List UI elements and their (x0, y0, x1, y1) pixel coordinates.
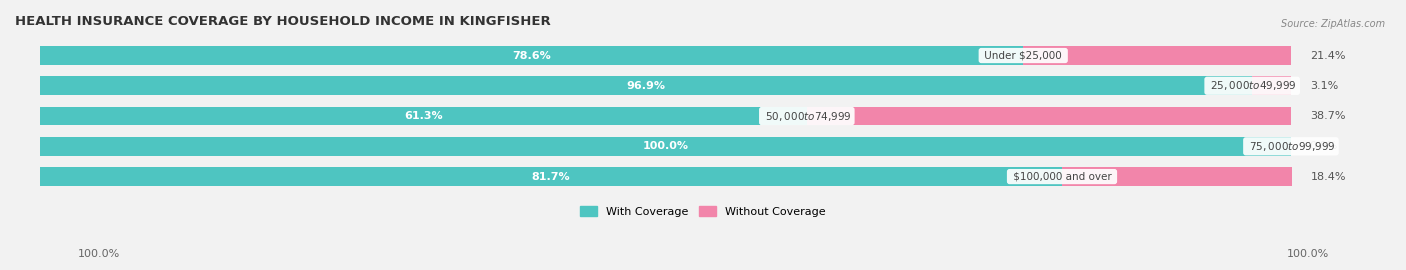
Bar (39, 137, 1291, 156)
Bar (39, 107, 1291, 126)
Text: 18.4%: 18.4% (1310, 171, 1347, 181)
Bar (39, 137, 1291, 156)
Text: 3.1%: 3.1% (1310, 81, 1339, 91)
Text: 0.0%: 0.0% (1310, 141, 1339, 151)
Text: 100.0%: 100.0% (77, 249, 120, 259)
Text: 61.3%: 61.3% (404, 111, 443, 121)
Bar (1253, 76, 1291, 95)
Bar (807, 107, 1291, 126)
Bar (39, 167, 1291, 186)
Bar (39, 107, 807, 126)
Text: $25,000 to $49,999: $25,000 to $49,999 (1206, 79, 1298, 92)
Bar (39, 46, 1024, 65)
Text: 21.4%: 21.4% (1310, 50, 1346, 60)
Text: 100.0%: 100.0% (643, 141, 689, 151)
Bar (39, 76, 1253, 95)
Bar (39, 76, 1291, 95)
Text: Source: ZipAtlas.com: Source: ZipAtlas.com (1281, 19, 1385, 29)
Text: 78.6%: 78.6% (512, 50, 551, 60)
Text: $100,000 and over: $100,000 and over (1010, 171, 1115, 181)
Bar (39, 46, 1291, 65)
Text: 100.0%: 100.0% (1286, 249, 1329, 259)
Text: $75,000 to $99,999: $75,000 to $99,999 (1246, 140, 1336, 153)
Bar (39, 167, 1062, 186)
Legend: With Coverage, Without Coverage: With Coverage, Without Coverage (576, 202, 830, 222)
Bar (1062, 167, 1292, 186)
Bar (1024, 46, 1291, 65)
Text: HEALTH INSURANCE COVERAGE BY HOUSEHOLD INCOME IN KINGFISHER: HEALTH INSURANCE COVERAGE BY HOUSEHOLD I… (15, 15, 551, 28)
Text: 38.7%: 38.7% (1310, 111, 1346, 121)
Text: 96.9%: 96.9% (627, 81, 665, 91)
Text: $50,000 to $74,999: $50,000 to $74,999 (762, 110, 852, 123)
Text: 81.7%: 81.7% (531, 171, 571, 181)
Text: Under $25,000: Under $25,000 (981, 50, 1066, 60)
